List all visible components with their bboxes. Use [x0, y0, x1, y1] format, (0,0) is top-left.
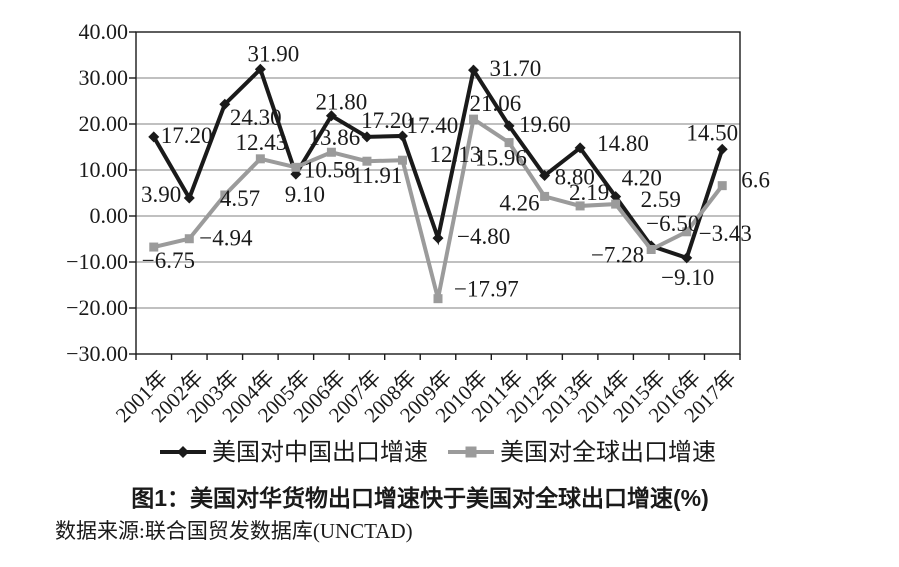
data-point-diamond — [432, 232, 444, 244]
data-point-diamond — [468, 64, 480, 76]
data-point-label: 12.43 — [235, 130, 287, 155]
y-tick-label: 20.00 — [79, 111, 129, 136]
export-growth-line-chart: 40.00 30.00 20.00 10.00 0.00 −10.00 −20.00 −30.… — [66, 19, 770, 466]
data-point-square — [326, 147, 336, 157]
data-point-label: −7.28 — [591, 242, 644, 267]
data-point-label: 10.58 — [304, 157, 356, 182]
data-point-label: 15.96 — [475, 146, 527, 171]
data-point-label: 17.20 — [361, 108, 413, 133]
data-point-square — [291, 162, 301, 172]
data-point-label: 13.86 — [309, 125, 361, 150]
data-point-label: 17.20 — [161, 123, 213, 148]
data-point-square — [220, 190, 230, 200]
data-point-diamond — [396, 130, 408, 142]
data-point-square — [504, 138, 514, 148]
legend-label: 美国对中国出口增速 — [212, 439, 428, 466]
data-point-diamond — [361, 131, 373, 143]
data-point-label: 4.20 — [622, 166, 662, 191]
data-point-label: 31.70 — [490, 56, 542, 81]
data-point-diamond — [503, 120, 515, 132]
data-point-square — [184, 234, 194, 244]
data-point-label: 14.50 — [686, 120, 738, 145]
data-point-label: −4.94 — [199, 226, 253, 251]
data-point-label: 31.90 — [247, 41, 299, 66]
legend-label: 美国对全球出口增速 — [500, 439, 716, 466]
data-point-label: 21.06 — [470, 91, 522, 116]
data-point-diamond — [574, 142, 586, 154]
legend-item: 美国对全球出口增速 — [448, 439, 716, 466]
data-point-label: −6.50 — [646, 211, 699, 236]
data-point-label: 6.6 — [741, 168, 770, 193]
data-point-diamond — [716, 143, 728, 155]
data-point-label: −9.10 — [661, 265, 714, 290]
data-point-square — [717, 181, 727, 191]
y-tick-label: 40.00 — [79, 19, 129, 44]
y-tick-label: 30.00 — [79, 65, 129, 90]
data-point-diamond — [254, 63, 266, 75]
data-point-label: 8.80 — [555, 165, 595, 190]
legend-diamond-icon — [177, 446, 189, 458]
data-point-label: 19.60 — [519, 112, 571, 137]
data-point-square — [682, 227, 692, 237]
data-point-label: −4.80 — [457, 224, 510, 249]
data-point-label: 9.10 — [285, 182, 325, 207]
data-point-square — [646, 244, 656, 254]
data-point-label: 4.57 — [220, 186, 260, 211]
data-point-square — [433, 294, 443, 304]
data-point-label: −3.43 — [699, 221, 752, 246]
data-point-square — [540, 191, 550, 201]
data-point-square — [469, 114, 479, 124]
data-point-diamond — [219, 98, 231, 110]
data-point-diamond — [539, 170, 551, 182]
data-point-label: 21.80 — [316, 90, 368, 115]
data-point-diamond — [148, 131, 160, 143]
data-point-label: 2.19 — [569, 180, 609, 205]
data-source-note: 数据来源:联合国贸发数据库(UNCTAD) — [55, 519, 413, 543]
data-point-square — [149, 242, 159, 252]
data-point-square — [611, 199, 621, 209]
data-point-label: 4.26 — [499, 190, 539, 215]
data-point-label: 11.91 — [351, 163, 402, 188]
data-point-label: −6.75 — [142, 248, 195, 273]
y-tick-label: −20.00 — [66, 295, 128, 320]
data-point-label: 17.40 — [406, 113, 458, 138]
y-tick-label: −10.00 — [66, 249, 128, 274]
data-point-square — [397, 155, 407, 165]
y-tick-label: −30.00 — [66, 341, 128, 366]
data-point-diamond — [183, 192, 195, 204]
data-point-label: 24.30 — [230, 105, 282, 130]
data-point-label: 2.59 — [641, 187, 681, 212]
data-point-square — [362, 156, 372, 166]
legend-square-icon — [465, 446, 477, 458]
data-point-diamond — [681, 252, 693, 264]
data-point-label: 14.80 — [597, 131, 649, 156]
y-tick-label: 0.00 — [90, 203, 129, 228]
plot-border — [135, 31, 741, 355]
data-point-diamond — [610, 191, 622, 203]
data-point-diamond — [325, 110, 337, 122]
figure-caption: 图1：美国对华货物出口增速快于美国对全球出口增速(%) — [131, 485, 709, 511]
y-tick-label: 10.00 — [79, 157, 129, 182]
data-point-label: −17.97 — [454, 277, 519, 302]
data-point-square — [575, 201, 585, 211]
data-point-label: 3.90 — [141, 182, 181, 207]
data-point-square — [255, 154, 265, 164]
data-point-label: 12.13 — [429, 142, 481, 167]
legend-item: 美国对中国出口增速 — [160, 439, 428, 466]
